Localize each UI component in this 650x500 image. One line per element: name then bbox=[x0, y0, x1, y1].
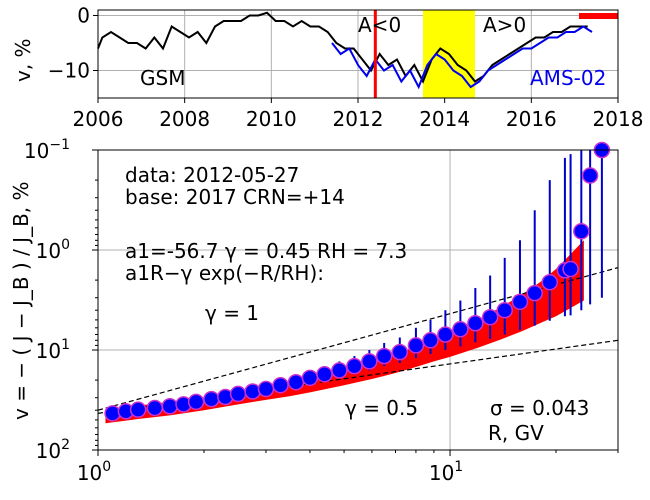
data-point bbox=[301, 369, 319, 387]
a-negative-label: A<0 bbox=[358, 13, 401, 37]
data-point bbox=[437, 326, 454, 343]
data-point bbox=[229, 385, 247, 403]
data-point bbox=[511, 293, 529, 311]
data-point bbox=[407, 337, 425, 354]
bottom-y-tick-label: 10−1 bbox=[24, 137, 70, 163]
series-gsm bbox=[97, 11, 588, 84]
bottom-x-ticks: 100 101 bbox=[77, 450, 619, 485]
data-point bbox=[452, 320, 469, 338]
top-x-tick-label: 2012 bbox=[333, 107, 384, 131]
data-point bbox=[272, 376, 289, 394]
data-point bbox=[129, 401, 147, 418]
top-x-tick-label: 2014 bbox=[419, 107, 470, 131]
bottom-y-tick-label: 100 bbox=[36, 237, 70, 263]
bottom-x-tick-label: 101 bbox=[429, 459, 463, 485]
data-point bbox=[467, 314, 484, 332]
x-axis-label: R, GV bbox=[488, 421, 544, 445]
data-point bbox=[346, 357, 363, 375]
bottom-y-axis-label: v = − ( J − J_B ) / J_B, % bbox=[9, 181, 33, 420]
data-point bbox=[375, 347, 393, 365]
data-point bbox=[257, 380, 275, 398]
top-x-ticks: 2006 2008 2010 2012 2014 2016 2018 bbox=[73, 98, 644, 131]
bottom-x-tick-label: 100 bbox=[77, 459, 111, 485]
bottom-y-tick-label: 101 bbox=[36, 337, 70, 363]
data-point bbox=[244, 383, 261, 400]
top-panel: 2006 2008 2010 2012 2014 2016 2018 0 −10 GSM AM… bbox=[11, 4, 643, 132]
data-point bbox=[203, 390, 220, 408]
data-points bbox=[104, 141, 611, 422]
gamma05-label: γ = 0.5 bbox=[345, 396, 418, 420]
data-point bbox=[541, 273, 559, 291]
bottom-y-tick-label: 102 bbox=[36, 437, 70, 463]
data-point bbox=[287, 373, 305, 391]
data-date-annotation: data: 2012-05-27 bbox=[125, 163, 299, 187]
data-point bbox=[361, 353, 378, 370]
top-x-tick-label: 2006 bbox=[73, 107, 124, 131]
sigma-label: σ = 0.043 bbox=[490, 396, 589, 420]
data-point bbox=[161, 397, 179, 415]
top-x-tick-label: 2018 bbox=[593, 107, 644, 131]
top-y-axis-label: v, % bbox=[11, 38, 35, 82]
a-positive-label: A>0 bbox=[483, 13, 526, 37]
data-point bbox=[316, 366, 333, 383]
top-x-tick-label: 2010 bbox=[246, 107, 297, 131]
data-point bbox=[187, 393, 205, 411]
params-annotation: a1=-56.7 γ = 0.45 RH = 7.3 bbox=[125, 239, 407, 263]
data-point bbox=[562, 260, 579, 278]
data-point bbox=[331, 362, 348, 379]
gsm-label: GSM bbox=[140, 66, 185, 90]
top-x-tick-label: 2008 bbox=[159, 107, 210, 131]
gamma1-label: γ = 1 bbox=[205, 301, 259, 325]
data-point bbox=[481, 308, 499, 326]
top-y-tick-label: −10 bbox=[48, 59, 90, 83]
data-point bbox=[573, 223, 590, 240]
bottom-panel: 100 101 10−1 100 101 102 data: 2012-05-27 ba… bbox=[9, 137, 619, 485]
data-point bbox=[581, 167, 599, 184]
data-point bbox=[496, 301, 513, 319]
bottom-y-ticks: 10−1 100 101 102 bbox=[24, 137, 98, 463]
data-point bbox=[391, 343, 409, 361]
top-x-tick-label: 2016 bbox=[506, 107, 557, 131]
formula-annotation: a1R−γ exp(−R/RH): bbox=[125, 261, 324, 285]
data-point bbox=[146, 399, 164, 417]
top-y-ticks: 0 −10 bbox=[48, 4, 98, 83]
base-annotation: base: 2017 CRN=+14 bbox=[125, 185, 345, 209]
data-point bbox=[526, 284, 543, 302]
bottom-frame bbox=[97, 149, 619, 451]
data-point bbox=[104, 405, 121, 422]
data-point bbox=[422, 332, 439, 349]
top-y-tick-label: 0 bbox=[77, 4, 90, 28]
ams-label: AMS-02 bbox=[530, 66, 606, 90]
